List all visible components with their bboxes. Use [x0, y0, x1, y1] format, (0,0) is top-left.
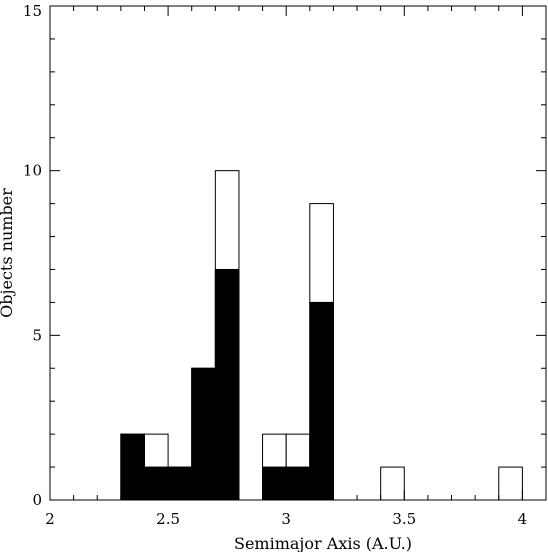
- filled-bar: [309, 301, 334, 501]
- x-tick-label: 2: [45, 510, 55, 528]
- filled-bar: [167, 466, 193, 501]
- filled-bar: [191, 367, 216, 501]
- total-bar: [498, 466, 523, 501]
- x-axis-label: Semimajor Axis (A.U.): [234, 534, 412, 552]
- total-bar: [380, 466, 405, 501]
- y-tick-label: 10: [23, 162, 42, 180]
- y-tick-label: 5: [32, 326, 42, 344]
- y-tick-label: 0: [32, 491, 42, 509]
- filled-bar: [262, 466, 287, 501]
- plot-frame: [49, 5, 547, 501]
- y-axis-label: Objects number: [0, 188, 16, 318]
- x-tick-label: 3.5: [392, 510, 416, 528]
- x-tick-label: 2.5: [156, 510, 180, 528]
- filled-bar: [143, 466, 169, 501]
- ticks-layer: [49, 5, 547, 501]
- filled-bar: [214, 268, 240, 501]
- filled-bar: [120, 433, 145, 501]
- tick-labels-layer: 2 2.5 3 3.5 4 0 5 10 15: [23, 2, 527, 528]
- filled-bar: [285, 466, 311, 501]
- x-tick-label: 3: [281, 510, 291, 528]
- x-tick-label: 4: [518, 510, 528, 528]
- y-tick-label: 15: [23, 2, 42, 20]
- bars-layer: [120, 170, 523, 501]
